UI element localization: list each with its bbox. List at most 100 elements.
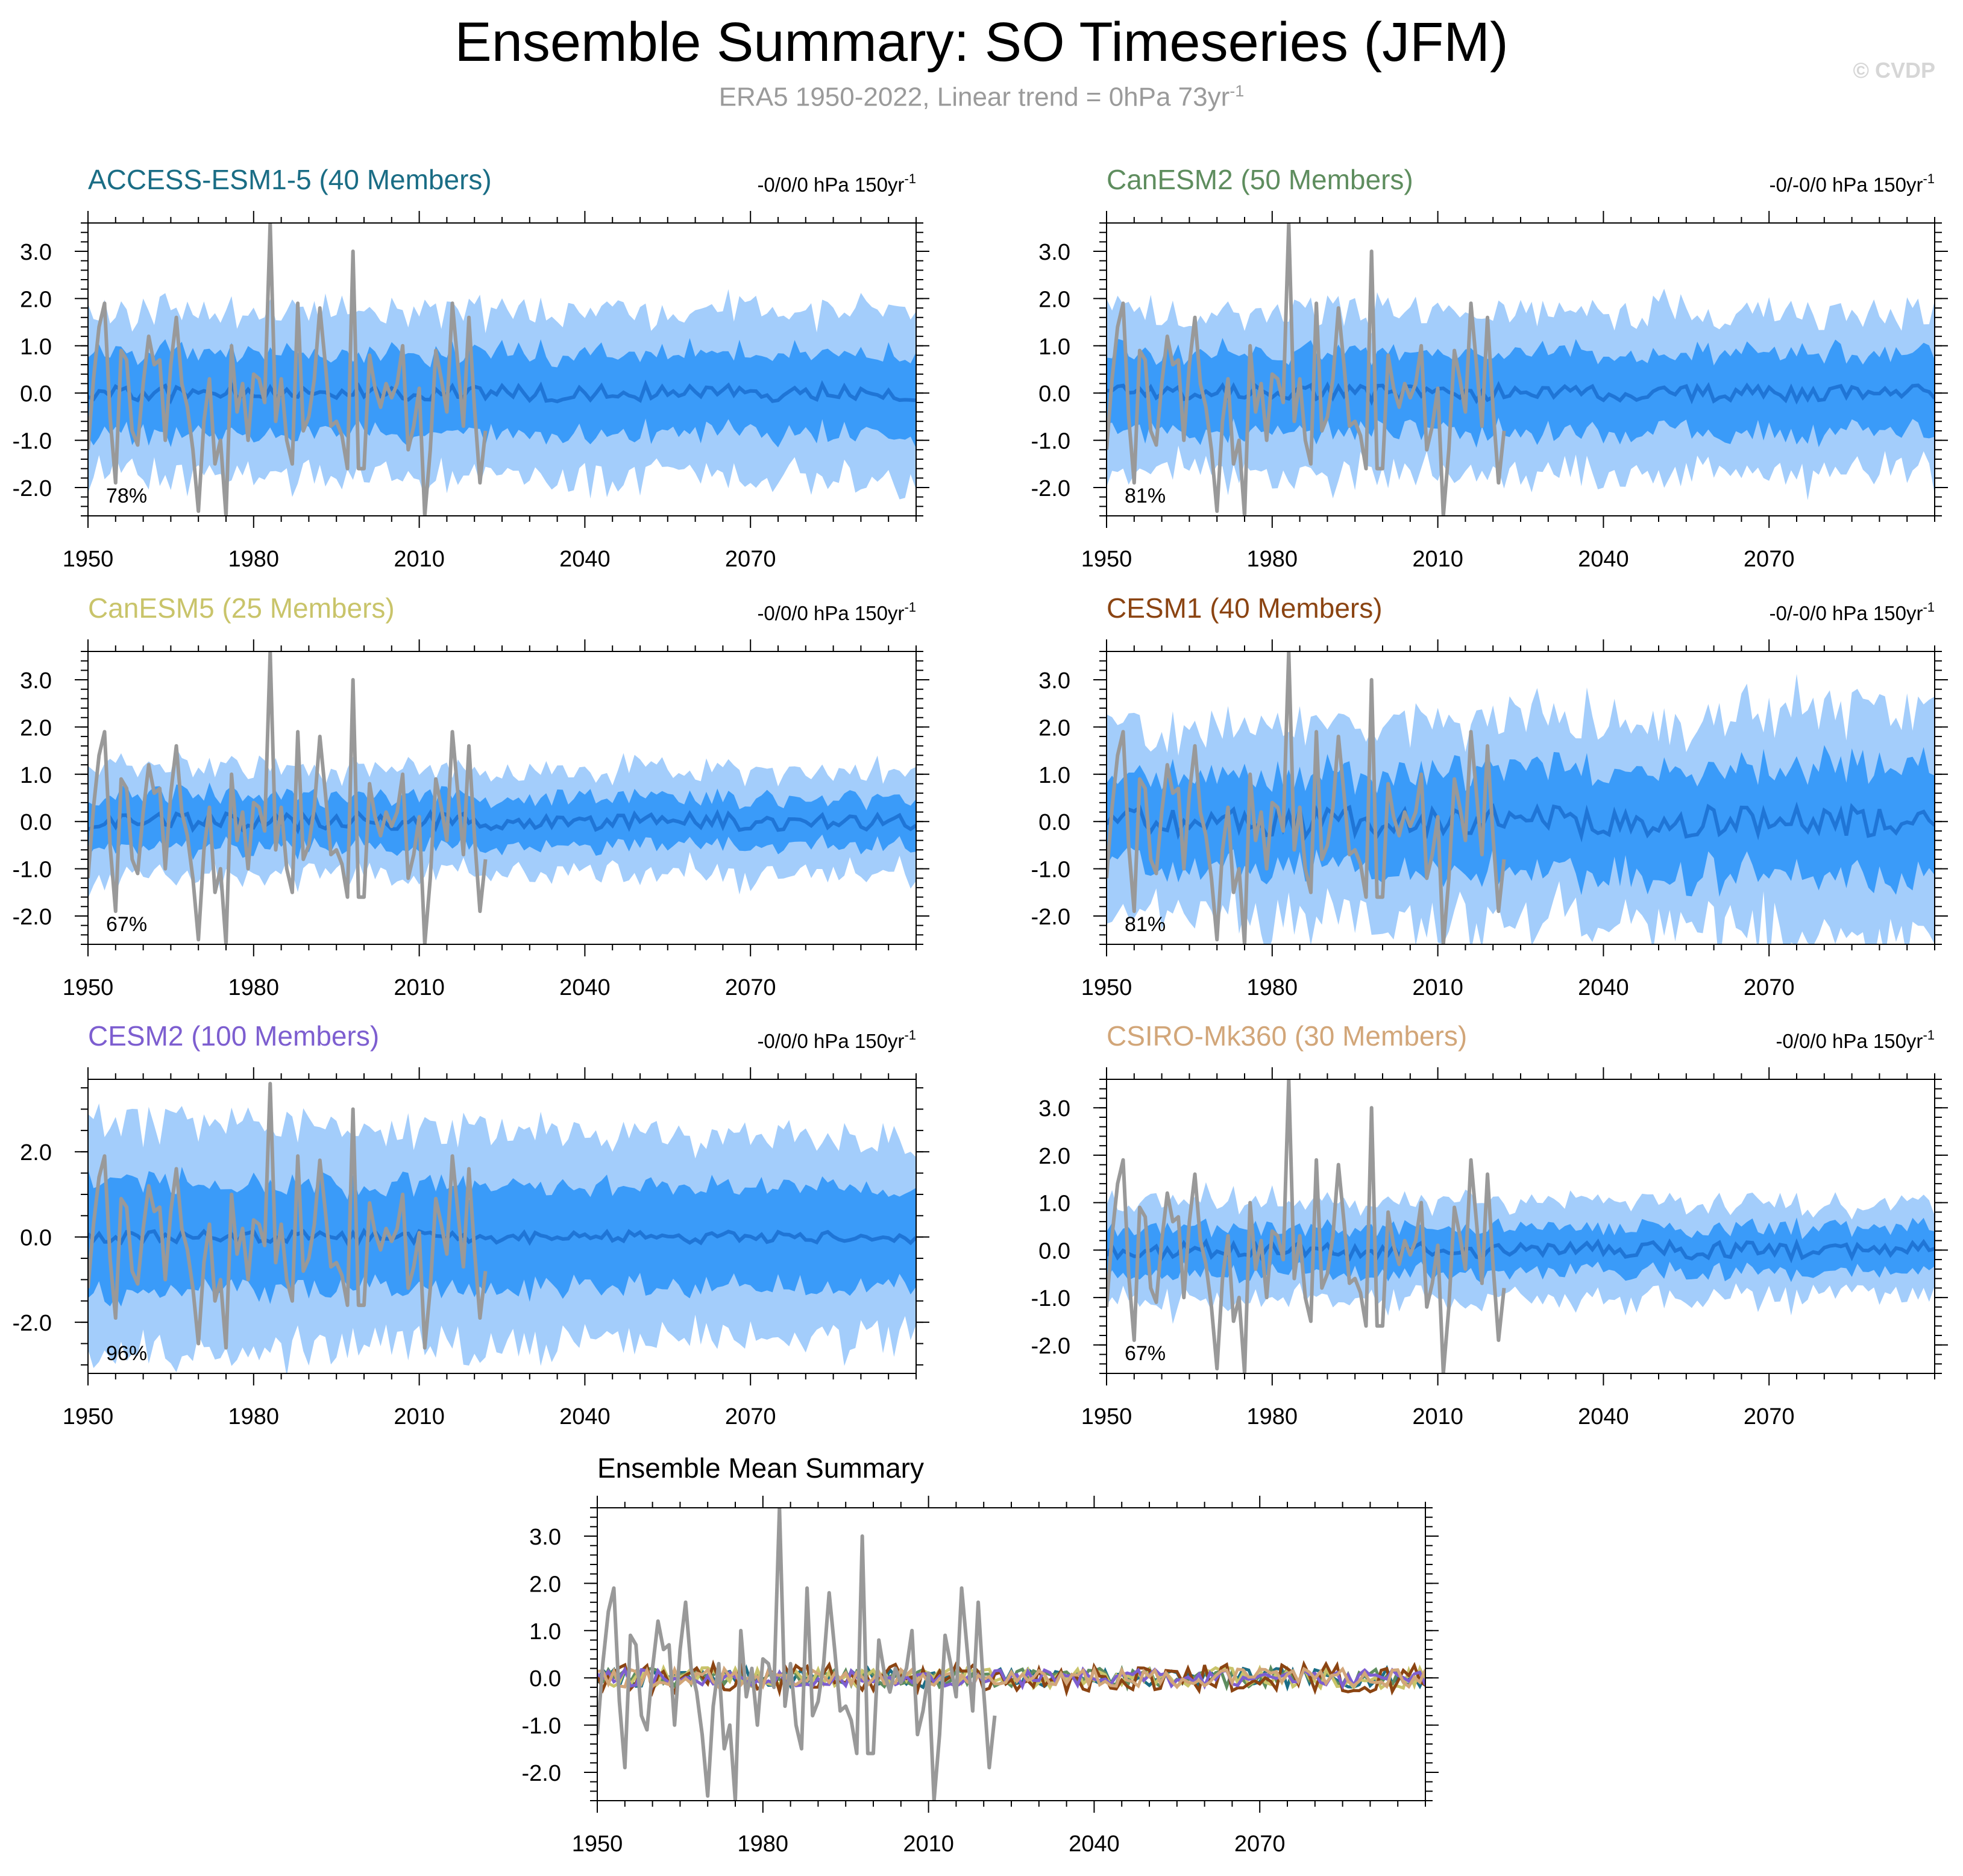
- y-tick-label: 3.0: [1038, 1096, 1070, 1122]
- x-tick-label: 2010: [903, 1831, 954, 1857]
- x-tick-label: 1950: [1081, 1404, 1132, 1429]
- x-tick-label: 2070: [1744, 547, 1795, 572]
- y-tick-label: -2.0: [13, 476, 52, 501]
- y-tick-label: 0.0: [1038, 1238, 1070, 1264]
- x-tick-label: 2070: [1744, 975, 1795, 1000]
- y-tick-label: 0.0: [1038, 381, 1070, 407]
- ensemble-mean-line-4: [597, 1659, 1425, 1698]
- x-tick-label: 2040: [1578, 547, 1629, 572]
- chart-panel-6: 1950 1980 2010 2040 2070 3.0 2.0 1.0 0.0 -1.0 -2.0…: [1031, 1020, 1948, 1429]
- y-tick-label: 1.0: [1038, 763, 1070, 788]
- y-tick-label: 0.0: [20, 810, 52, 835]
- y-tick-label: 1.0: [1038, 1191, 1070, 1217]
- ensemble-mean-line: [1107, 802, 1935, 843]
- y-tick-label: -2.0: [13, 1311, 52, 1336]
- chart-panel-2: 1950 1980 2010 2040 2070 3.0 2.0 1.0 0.0 -1.0 -2.0…: [1031, 164, 1948, 572]
- trend-text: -0/0/0 hPa 150yr: [1776, 1030, 1923, 1052]
- x-tick-label: 1950: [63, 1404, 114, 1429]
- chart-panel-4: 1950 1980 2010 2040 2070 3.0 2.0 1.0 0.0 -1.0 -2.0…: [1031, 592, 1948, 1000]
- trend-label: -0/0/0 hPa 150yr-1: [757, 1027, 916, 1052]
- y-tick-label: 2.0: [1038, 715, 1070, 741]
- x-tick-label: 2040: [559, 1404, 611, 1429]
- y-tick-label: 2.0: [1038, 287, 1070, 312]
- trend-text: -0/-0/0 hPa 150yr: [1769, 602, 1923, 624]
- y-tick-label: 2.0: [20, 287, 52, 312]
- y-tick-label: 3.0: [1038, 240, 1070, 265]
- y-tick-label: 3.0: [529, 1525, 561, 1550]
- y-tick-label: -1.0: [1031, 858, 1070, 883]
- x-tick-label: 1950: [1081, 547, 1132, 572]
- trend-label: -0/-0/0 hPa 150yr-1: [1769, 600, 1935, 624]
- x-tick-label: 1950: [63, 547, 114, 572]
- observations-line: [597, 1508, 997, 1801]
- plot-frame: [597, 1507, 1426, 1801]
- y-tick-label: 2.0: [20, 1140, 52, 1165]
- y-tick-label: 0.0: [20, 1226, 52, 1251]
- plot-area: [1107, 651, 1935, 944]
- plot-area: [1107, 223, 1935, 516]
- ensemble-mean-line: [88, 379, 916, 405]
- observations-line: [88, 1082, 488, 1350]
- ensemble-mean-line: [1107, 381, 1935, 406]
- panel-title: CanESM5 (25 Members): [88, 592, 395, 624]
- y-tick-label: -2.0: [522, 1761, 561, 1786]
- cvdp-watermark: © CVDP: [1853, 58, 1935, 83]
- y-tick-label: -1.0: [1031, 1286, 1070, 1311]
- x-tick-label: 2010: [1412, 1404, 1463, 1429]
- observations-line: [1107, 651, 1506, 944]
- plot-area: [88, 1082, 916, 1373]
- subtitle-superscript: -1: [1230, 82, 1245, 100]
- trend-text: -0/0/0 hPa 150yr: [757, 1030, 904, 1052]
- panel-title: ACCESS-ESM1-5 (40 Members): [88, 164, 492, 195]
- trend-superscript: -1: [904, 600, 916, 615]
- y-tick-label: -1.0: [1031, 429, 1070, 454]
- trend-superscript: -1: [904, 171, 916, 186]
- x-tick-label: 1950: [572, 1831, 623, 1857]
- y-tick-label: 2.0: [529, 1572, 561, 1597]
- y-tick-label: 1.0: [20, 334, 52, 360]
- x-tick-label: 2070: [725, 547, 776, 572]
- panel-title: CSIRO-Mk360 (30 Members): [1107, 1020, 1467, 1052]
- percent-label: 96%: [106, 1342, 147, 1365]
- y-tick-label: -1.0: [13, 429, 52, 454]
- plot-area: [88, 651, 916, 944]
- y-tick-label: -1.0: [13, 858, 52, 883]
- trend-text: -0/0/0 hPa 150yr: [757, 602, 904, 624]
- x-tick-label: 2040: [559, 975, 611, 1000]
- chart-panel-5: 1950 1980 2010 2040 2070 2.0 0.0 -2.0 CESM2 (100…: [13, 1020, 929, 1429]
- x-tick-label: 1980: [1247, 975, 1298, 1000]
- trend-label: -0/-0/0 hPa 150yr-1: [1769, 171, 1935, 196]
- ensemble-mean-line: [88, 1227, 916, 1247]
- x-tick-label: 2070: [1234, 1831, 1286, 1857]
- chart-panel-1: 1950 1980 2010 2040 2070 3.0 2.0 1.0 0.0 -1.0 -2.0…: [13, 164, 929, 572]
- trend-label: -0/0/0 hPa 150yr-1: [757, 600, 916, 624]
- x-tick-label: 1980: [1247, 547, 1298, 572]
- panel-title: CanESM2 (50 Members): [1107, 164, 1413, 195]
- x-tick-label: 2070: [725, 1404, 776, 1429]
- ensemble-mean-line: [88, 809, 916, 835]
- y-tick-label: -1.0: [522, 1714, 561, 1739]
- y-tick-label: 3.0: [20, 668, 52, 694]
- y-tick-label: 0.0: [529, 1666, 561, 1692]
- trend-superscript: -1: [904, 1027, 916, 1043]
- x-tick-label: 1980: [228, 547, 280, 572]
- percent-label: 81%: [1125, 913, 1166, 936]
- x-tick-label: 2010: [1412, 975, 1463, 1000]
- chart-panel-7: 1950 1980 2010 2040 2070 3.0 2.0 1.0 0.0 -1.0 -2.0…: [522, 1452, 1439, 1857]
- chart-panel-3: 1950 1980 2010 2040 2070 3.0 2.0 1.0 0.0 -1.0 -2.0…: [13, 592, 929, 1000]
- y-tick-label: 1.0: [1038, 334, 1070, 360]
- x-tick-label: 2070: [725, 975, 776, 1000]
- y-tick-label: 0.0: [20, 381, 52, 407]
- trend-label: -0/0/0 hPa 150yr-1: [1776, 1027, 1935, 1052]
- x-tick-label: 2010: [394, 975, 445, 1000]
- panel-title: CESM2 (100 Members): [88, 1020, 379, 1052]
- y-tick-label: 2.0: [1038, 1144, 1070, 1169]
- x-tick-label: 2010: [394, 547, 445, 572]
- trend-text: -0/-0/0 hPa 150yr: [1769, 174, 1923, 196]
- subtitle-text: ERA5 1950-2022, Linear trend = 0hPa 73yr: [718, 82, 1230, 112]
- x-tick-label: 2070: [1744, 1404, 1795, 1429]
- y-tick-label: -2.0: [1031, 476, 1070, 501]
- x-tick-label: 2010: [394, 1404, 445, 1429]
